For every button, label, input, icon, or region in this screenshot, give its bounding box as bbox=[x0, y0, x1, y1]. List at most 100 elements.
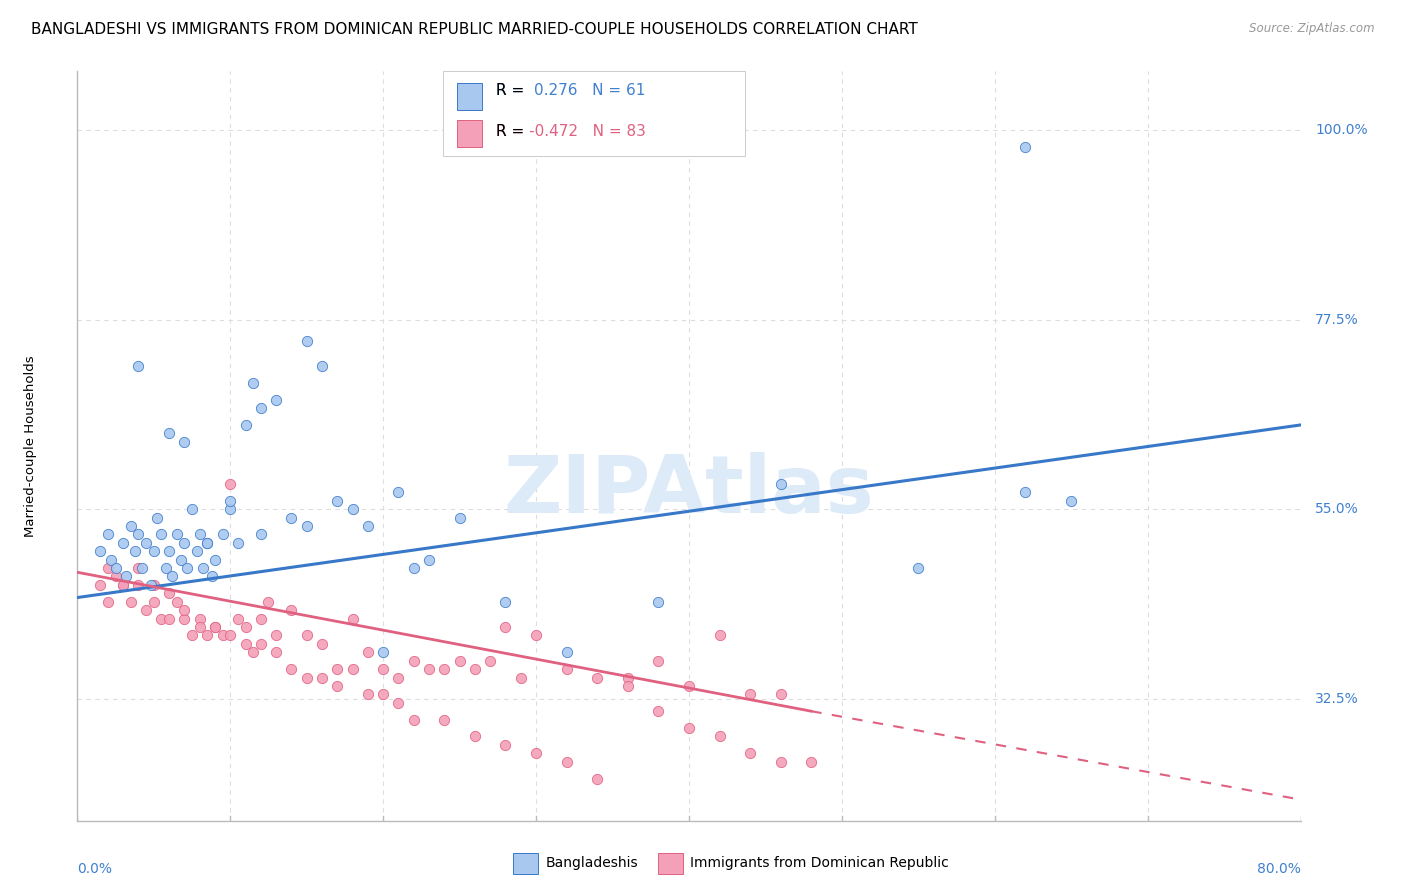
Point bbox=[371, 662, 394, 676]
Point bbox=[449, 510, 471, 524]
Point bbox=[264, 628, 287, 642]
Point bbox=[402, 654, 425, 668]
Point bbox=[555, 755, 578, 769]
Point bbox=[418, 662, 440, 676]
Point bbox=[586, 671, 609, 685]
Point bbox=[112, 578, 135, 592]
Point bbox=[181, 502, 204, 516]
Point bbox=[146, 510, 169, 524]
Point bbox=[295, 334, 318, 348]
Point bbox=[89, 578, 111, 592]
Point bbox=[124, 544, 146, 558]
Point bbox=[131, 561, 153, 575]
Point bbox=[433, 713, 456, 727]
Point bbox=[769, 687, 792, 701]
Point bbox=[235, 417, 257, 432]
Point bbox=[166, 595, 188, 609]
Point bbox=[257, 595, 280, 609]
Point bbox=[166, 527, 188, 541]
Point bbox=[769, 476, 792, 491]
Point bbox=[104, 561, 127, 575]
Point bbox=[280, 603, 302, 617]
Point bbox=[464, 730, 486, 744]
Point bbox=[188, 611, 211, 625]
Point bbox=[195, 628, 218, 642]
Point bbox=[195, 536, 218, 550]
Point bbox=[97, 595, 120, 609]
Point bbox=[250, 401, 273, 416]
Text: R = -0.472   N = 83: R = -0.472 N = 83 bbox=[496, 124, 647, 138]
Text: Married-couple Households: Married-couple Households bbox=[24, 355, 38, 537]
Point bbox=[142, 544, 165, 558]
Point bbox=[173, 536, 195, 550]
Point bbox=[204, 620, 226, 634]
Point bbox=[204, 552, 226, 566]
Point bbox=[242, 376, 264, 390]
Point bbox=[326, 662, 349, 676]
Point bbox=[342, 611, 364, 625]
Point bbox=[311, 359, 333, 373]
Point bbox=[242, 645, 264, 659]
Point bbox=[586, 772, 609, 786]
Point bbox=[555, 662, 578, 676]
Point bbox=[647, 654, 669, 668]
Point bbox=[555, 645, 578, 659]
Point bbox=[311, 671, 333, 685]
Point bbox=[211, 628, 233, 642]
Point bbox=[127, 578, 149, 592]
Point bbox=[157, 586, 180, 600]
Point bbox=[387, 696, 409, 710]
Point bbox=[188, 620, 211, 634]
Point bbox=[157, 426, 180, 441]
Point bbox=[250, 527, 273, 541]
Text: BANGLADESHI VS IMMIGRANTS FROM DOMINICAN REPUBLIC MARRIED-COUPLE HOUSEHOLDS CORR: BANGLADESHI VS IMMIGRANTS FROM DOMINICAN… bbox=[31, 22, 918, 37]
Point bbox=[740, 746, 762, 760]
Point bbox=[173, 611, 195, 625]
Point bbox=[495, 738, 517, 752]
Point bbox=[280, 510, 302, 524]
Point bbox=[907, 561, 929, 575]
Point bbox=[617, 679, 640, 693]
Point bbox=[235, 620, 257, 634]
Point bbox=[186, 544, 208, 558]
Point bbox=[371, 687, 394, 701]
Text: Source: ZipAtlas.com: Source: ZipAtlas.com bbox=[1250, 22, 1375, 36]
Point bbox=[100, 552, 122, 566]
Point bbox=[104, 569, 127, 583]
Point bbox=[89, 544, 111, 558]
Point bbox=[219, 502, 242, 516]
Point bbox=[142, 595, 165, 609]
Point bbox=[371, 645, 394, 659]
Text: 0.0%: 0.0% bbox=[77, 862, 112, 876]
Point bbox=[342, 662, 364, 676]
Point bbox=[800, 755, 823, 769]
Point bbox=[235, 637, 257, 651]
Point bbox=[135, 603, 157, 617]
Point bbox=[201, 569, 224, 583]
Point bbox=[295, 671, 318, 685]
Point bbox=[120, 519, 142, 533]
Point bbox=[524, 628, 547, 642]
Point bbox=[176, 561, 198, 575]
Point bbox=[295, 628, 318, 642]
Text: R =: R = bbox=[496, 124, 530, 138]
Point bbox=[326, 493, 349, 508]
Point bbox=[617, 671, 640, 685]
Point bbox=[127, 561, 149, 575]
Point bbox=[509, 671, 531, 685]
Point bbox=[740, 687, 762, 701]
Point bbox=[524, 746, 547, 760]
Point bbox=[195, 536, 218, 550]
Text: Immigrants from Dominican Republic: Immigrants from Dominican Republic bbox=[690, 856, 949, 871]
Text: 100.0%: 100.0% bbox=[1315, 123, 1368, 137]
Point bbox=[112, 536, 135, 550]
Point bbox=[219, 493, 242, 508]
Point bbox=[418, 552, 440, 566]
Point bbox=[157, 611, 180, 625]
Point bbox=[170, 552, 193, 566]
Point bbox=[387, 485, 409, 500]
Point bbox=[188, 527, 211, 541]
Point bbox=[250, 637, 273, 651]
Point bbox=[211, 527, 233, 541]
Point bbox=[1060, 493, 1083, 508]
